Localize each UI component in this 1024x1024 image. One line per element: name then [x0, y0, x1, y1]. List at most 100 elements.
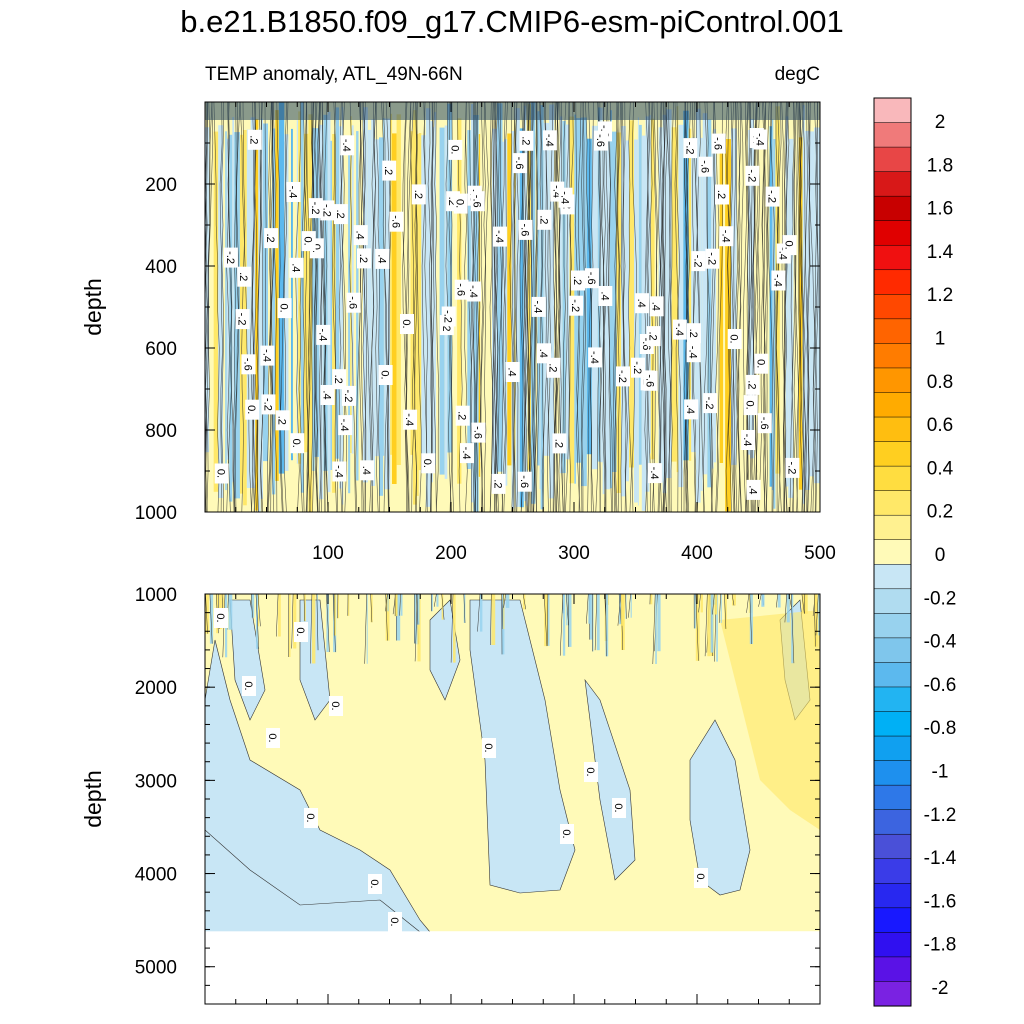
contour-band [709, 594, 714, 653]
colorbar-swatch [873, 686, 912, 713]
contour-line [385, 594, 388, 641]
svg-text:-.6: -.6 [347, 296, 359, 309]
svg-text:.4: .4 [375, 254, 387, 263]
contour-band [565, 124, 570, 460]
contour-band [736, 116, 743, 495]
svg-text:0.: 0. [368, 879, 380, 888]
colorbar-label: -0.8 [924, 718, 957, 739]
contour-line [227, 102, 235, 512]
colorbar-swatch [873, 220, 912, 246]
contour-band [417, 594, 421, 662]
contour-line [758, 594, 762, 607]
contour-band [584, 678, 636, 881]
contour-band [205, 829, 421, 933]
contour-label: -.2 [691, 251, 706, 272]
contour-line [767, 102, 774, 512]
contour-line [303, 594, 306, 622]
colorbar-label: 1.6 [927, 199, 953, 220]
contour-label: 0. [754, 353, 769, 374]
contour-band [720, 594, 722, 623]
contour-line [255, 594, 260, 649]
contour-band [430, 121, 433, 483]
contour-label: -.6 [517, 471, 532, 492]
contour-label: 0. [378, 365, 393, 385]
contour-line [621, 102, 628, 512]
colorbar-swatch [873, 244, 912, 271]
contour-band [671, 127, 677, 462]
contour-label: -.4 [719, 226, 734, 247]
contour-label: -.2 [235, 309, 250, 330]
contour-label: -.2 [765, 186, 780, 207]
contour-band [625, 140, 629, 482]
contour-label: 0. [560, 824, 574, 844]
colorbar-label: -0.2 [924, 588, 957, 609]
contour-label: .2 [382, 160, 397, 181]
contour-line [360, 102, 366, 512]
contour-band [592, 594, 594, 652]
contour-band [418, 133, 422, 471]
contour-band [616, 132, 622, 493]
contour-line [239, 102, 252, 512]
contour-label: -.2 [785, 457, 800, 478]
contour-line [559, 594, 564, 656]
contour-line [718, 594, 721, 623]
svg-text:-.2: -.2 [320, 204, 332, 217]
colorbar-swatch [873, 195, 912, 222]
contour-band [228, 594, 233, 630]
contour-band [330, 140, 333, 471]
contour-line [509, 102, 515, 512]
contour-line [712, 594, 715, 615]
contour-label: .2 [537, 209, 552, 230]
y-tick-label: 1000 [135, 585, 177, 606]
contour-band [296, 120, 299, 464]
contour-line [587, 102, 592, 512]
contour-label: 0. [482, 738, 496, 758]
contour-line [543, 594, 548, 647]
contour-line [402, 102, 410, 512]
contour-band [432, 127, 435, 458]
svg-text:-.2: -.2 [342, 389, 354, 402]
contour-label: -.6 [471, 422, 486, 443]
svg-text:0.: 0. [454, 199, 466, 208]
contour-line [501, 102, 507, 512]
contour-line [617, 594, 622, 626]
svg-text:-.4: -.4 [467, 285, 479, 298]
svg-text:-.2: -.2 [703, 397, 715, 410]
svg-text:-.2: -.2 [631, 361, 643, 374]
contour-line [501, 594, 504, 630]
colorbar-swatch [873, 662, 912, 688]
contour-band [754, 122, 760, 503]
lower-depth-panel: 0. 0. 0. 0. 0. 0. 0. 0. 0. 0. 0. 0. 0. 1000 2000 3000 40… [80, 585, 821, 1005]
contour-band [491, 594, 496, 645]
contour-line [602, 102, 607, 512]
svg-text:.4: .4 [537, 349, 549, 358]
contour-band [436, 124, 440, 506]
svg-text:-.4: -.4 [771, 274, 783, 287]
contour-line [430, 102, 435, 512]
colorbar-swatch [873, 907, 912, 933]
contour-band [486, 128, 492, 505]
contour-line [450, 594, 454, 663]
svg-text:0.: 0. [694, 873, 706, 882]
colorbar-swatch [873, 122, 912, 148]
svg-text:0.: 0. [310, 244, 322, 253]
contour-line [256, 102, 262, 512]
contour-label: -.6 [512, 153, 527, 174]
svg-text:0.: 0. [783, 241, 795, 250]
contour-band [421, 135, 426, 463]
contour-label: -.6 [584, 268, 599, 289]
contour-band [218, 125, 224, 498]
contour-band [678, 124, 684, 488]
y-tick-label: 400 [145, 257, 177, 278]
contour-band [258, 594, 260, 627]
contour-line [802, 102, 808, 512]
contour-band [732, 594, 736, 606]
colorbar-frame [873, 97, 912, 1007]
contour-line [480, 102, 484, 512]
contour-band [547, 594, 550, 646]
contour-band [414, 594, 417, 644]
contour-band [771, 119, 774, 491]
colorbar-swatch [873, 539, 912, 565]
x-tick-label: 400 [681, 543, 713, 564]
contour-label: 0. [368, 874, 382, 894]
